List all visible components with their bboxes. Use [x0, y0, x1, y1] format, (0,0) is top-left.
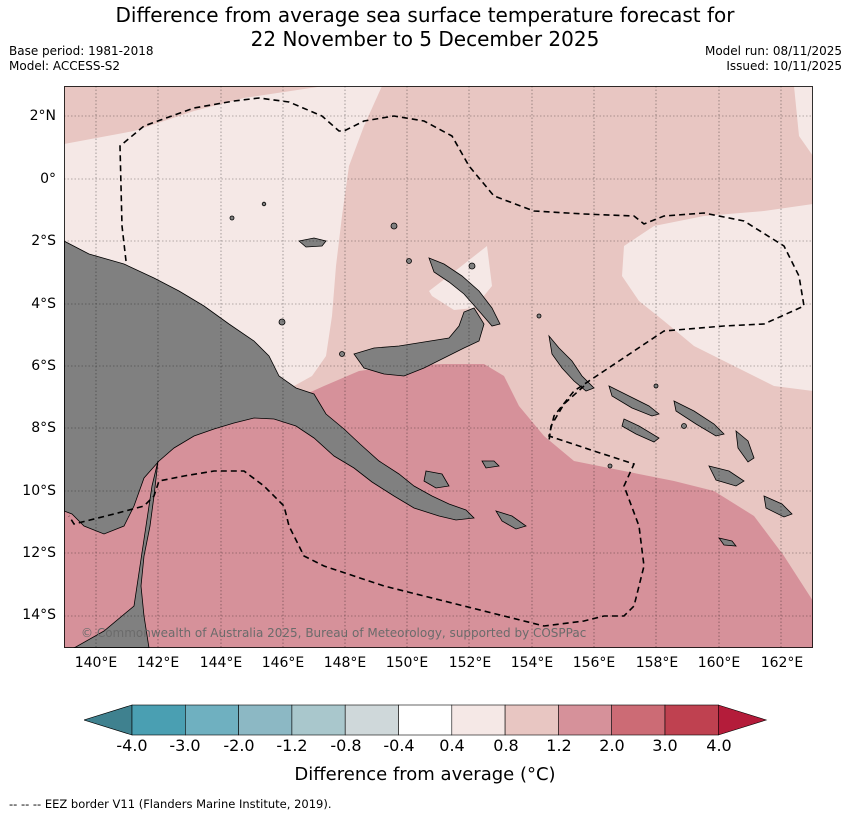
lon-label-144e: 144°E [199, 655, 243, 671]
lat-label-12s: 12°S [22, 545, 56, 561]
cape-york-land [73, 460, 159, 648]
eez-legend-footer: -- -- -- EEZ border V11 (Flanders Marine… [9, 797, 332, 811]
lon-label-156e: 156°E [572, 655, 616, 671]
rennell-land [718, 537, 737, 547]
lat-label-4s: 4°S [31, 296, 56, 312]
colorbar-label: 0.4 [439, 736, 465, 755]
colorbar-segment [185, 704, 239, 736]
new-guinea-land [64, 240, 475, 535]
colorbar [84, 704, 768, 736]
santa-isabel-land [673, 400, 725, 437]
lon-label-160e: 160°E [697, 655, 741, 671]
colorbar-segment [558, 704, 612, 736]
manus-land [298, 237, 327, 248]
islet [536, 313, 542, 319]
louisiade-land [495, 510, 527, 530]
land-masses [64, 201, 793, 648]
colorbar-label: -2.0 [223, 736, 255, 755]
colorbar-segment [238, 704, 293, 736]
colorbar-title: Difference from average (°C) [294, 764, 556, 785]
lon-label-148e: 148°E [323, 655, 367, 671]
islet [406, 258, 412, 264]
map-title: Difference from average sea surface temp… [0, 3, 850, 51]
colorbar-label: -3.0 [169, 736, 201, 755]
islet [339, 351, 345, 357]
colorbar-label: 4.0 [706, 736, 732, 755]
islet [468, 262, 476, 270]
anomaly-0-4-0-8-east [622, 204, 813, 391]
eez-solomons [548, 385, 585, 442]
eez-png-north [68, 97, 805, 627]
colorbar-label: 2.0 [599, 736, 625, 755]
makira-land [763, 495, 793, 518]
title-line-2: 22 November to 5 December 2025 [250, 27, 600, 51]
title-line-1: Difference from average sea surface temp… [115, 3, 735, 27]
lon-label-142e: 142°E [136, 655, 180, 671]
dentrecasteaux-land [423, 470, 450, 489]
woodlark-land [481, 460, 500, 469]
islet [607, 463, 613, 469]
issued-date: Issued: 10/11/2025 [726, 59, 842, 73]
new-georgia-land [621, 418, 660, 443]
base-period: Base period: 1981-2018 [9, 44, 154, 58]
lat-label-14s: 14°S [22, 607, 56, 623]
guadalcanal-land [708, 465, 745, 487]
choiseul-land [608, 385, 660, 417]
colorbar-label: 1.2 [546, 736, 572, 755]
islet [390, 222, 398, 230]
colorbar-arrow-low [84, 704, 133, 736]
eez-borders [68, 97, 805, 627]
model-run: Model run: 08/11/2025 [704, 44, 842, 58]
lon-label-154e: 154°E [510, 655, 554, 671]
copyright-notice: © Commonwealth of Australia 2025, Bureau… [81, 626, 587, 640]
lat-label-2n: 2°N [29, 108, 56, 124]
map-area [64, 86, 813, 648]
colorbar-label: -1.2 [276, 736, 308, 755]
colorbar-segment [344, 704, 399, 736]
colorbar-segment [664, 704, 719, 736]
lon-label-162e: 162°E [760, 655, 804, 671]
lon-label-140e: 140°E [74, 655, 118, 671]
lon-label-152e: 152°E [448, 655, 492, 671]
colorbar-label: 3.0 [652, 736, 678, 755]
colorbar-segment [291, 704, 346, 736]
map-frame [64, 86, 813, 648]
model-name: Model: ACCESS-S2 [9, 59, 121, 73]
colorbar-label: 0.8 [493, 736, 519, 755]
meta-left: Base period: 1981-2018 Model: ACCESS-S2 [9, 44, 154, 74]
colorbar-label: -0.4 [383, 736, 415, 755]
colorbar-label: -4.0 [116, 736, 148, 755]
colorbar-segment [398, 704, 453, 736]
meta-right: Model run: 08/11/2025 Issued: 10/11/2025 [705, 44, 842, 74]
lon-label-150e: 150°E [385, 655, 429, 671]
lat-label-8s: 8°S [31, 420, 56, 436]
new-ireland-land [428, 257, 501, 327]
new-britain-land [353, 307, 485, 377]
bougainville-land [548, 334, 595, 392]
colorbar-segment [504, 704, 559, 736]
lat-label-2s: 2°S [31, 233, 56, 249]
colorbar-label: -0.8 [330, 736, 362, 755]
islet [681, 423, 687, 429]
lat-label-10s: 10°S [22, 483, 56, 499]
colorbar-segment [451, 704, 506, 736]
map-svg [64, 86, 813, 648]
lon-label-146e: 146°E [261, 655, 305, 671]
islet [278, 318, 286, 326]
colorbar-segment [131, 704, 186, 736]
colorbar-segment [611, 704, 666, 736]
malaita-land [735, 430, 755, 463]
islet [261, 201, 267, 207]
islet [229, 215, 235, 221]
lon-label-158e: 158°E [635, 655, 679, 671]
anomaly-0-4-0-8-ne [794, 86, 813, 156]
lat-label-0: 0° [40, 171, 56, 187]
graticule [64, 86, 813, 648]
lat-label-6s: 6°S [31, 358, 56, 374]
colorbar-arrow-high [717, 704, 768, 736]
